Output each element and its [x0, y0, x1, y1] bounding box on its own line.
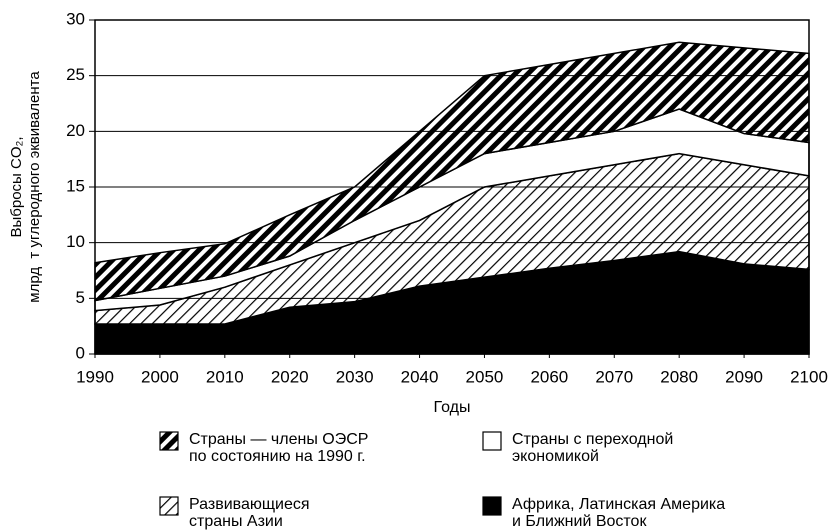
legend-label: Страны с переходной экономикой [512, 431, 674, 465]
x-tick-label: 2050 [466, 367, 504, 386]
y-tick-label: 30 [66, 9, 85, 28]
x-tick-label: 2100 [790, 367, 828, 386]
x-tick-label: 2070 [595, 367, 633, 386]
y-tick-label: 0 [76, 343, 85, 362]
x-axis-label: Годы [434, 399, 471, 416]
y-tick-label: 10 [66, 232, 85, 251]
x-tick-label: 2000 [141, 367, 179, 386]
legend-label: Развивающиеся страны Азии [189, 496, 310, 530]
x-tick-label: 2030 [336, 367, 374, 386]
y-tick-label: 20 [66, 121, 85, 140]
legend-swatch [482, 431, 502, 451]
legend-swatch [482, 496, 502, 516]
y-tick-label: 25 [66, 65, 85, 84]
x-tick-label: 2060 [530, 367, 568, 386]
legend-swatch [159, 496, 179, 516]
x-tick-label: 2010 [206, 367, 244, 386]
legend-label: Страны — члены ОЭСР по состоянию на 1990… [189, 431, 369, 465]
x-tick-label: 2020 [271, 367, 309, 386]
y-tick-label: 5 [76, 288, 85, 307]
plot-frame [94, 19, 810, 355]
y-tick-label: 15 [66, 176, 85, 195]
x-tick-label: 2080 [660, 367, 698, 386]
x-tick-label: 2040 [401, 367, 439, 386]
y-axis-label: Выбросы CO₂, млрд т углеродного эквивале… [8, 71, 43, 303]
x-tick-label: 2090 [725, 367, 763, 386]
legend-swatch [159, 431, 179, 451]
x-tick-label: 1990 [76, 367, 114, 386]
legend-label: Африка, Латинская Америка и Ближний Вост… [512, 496, 726, 530]
